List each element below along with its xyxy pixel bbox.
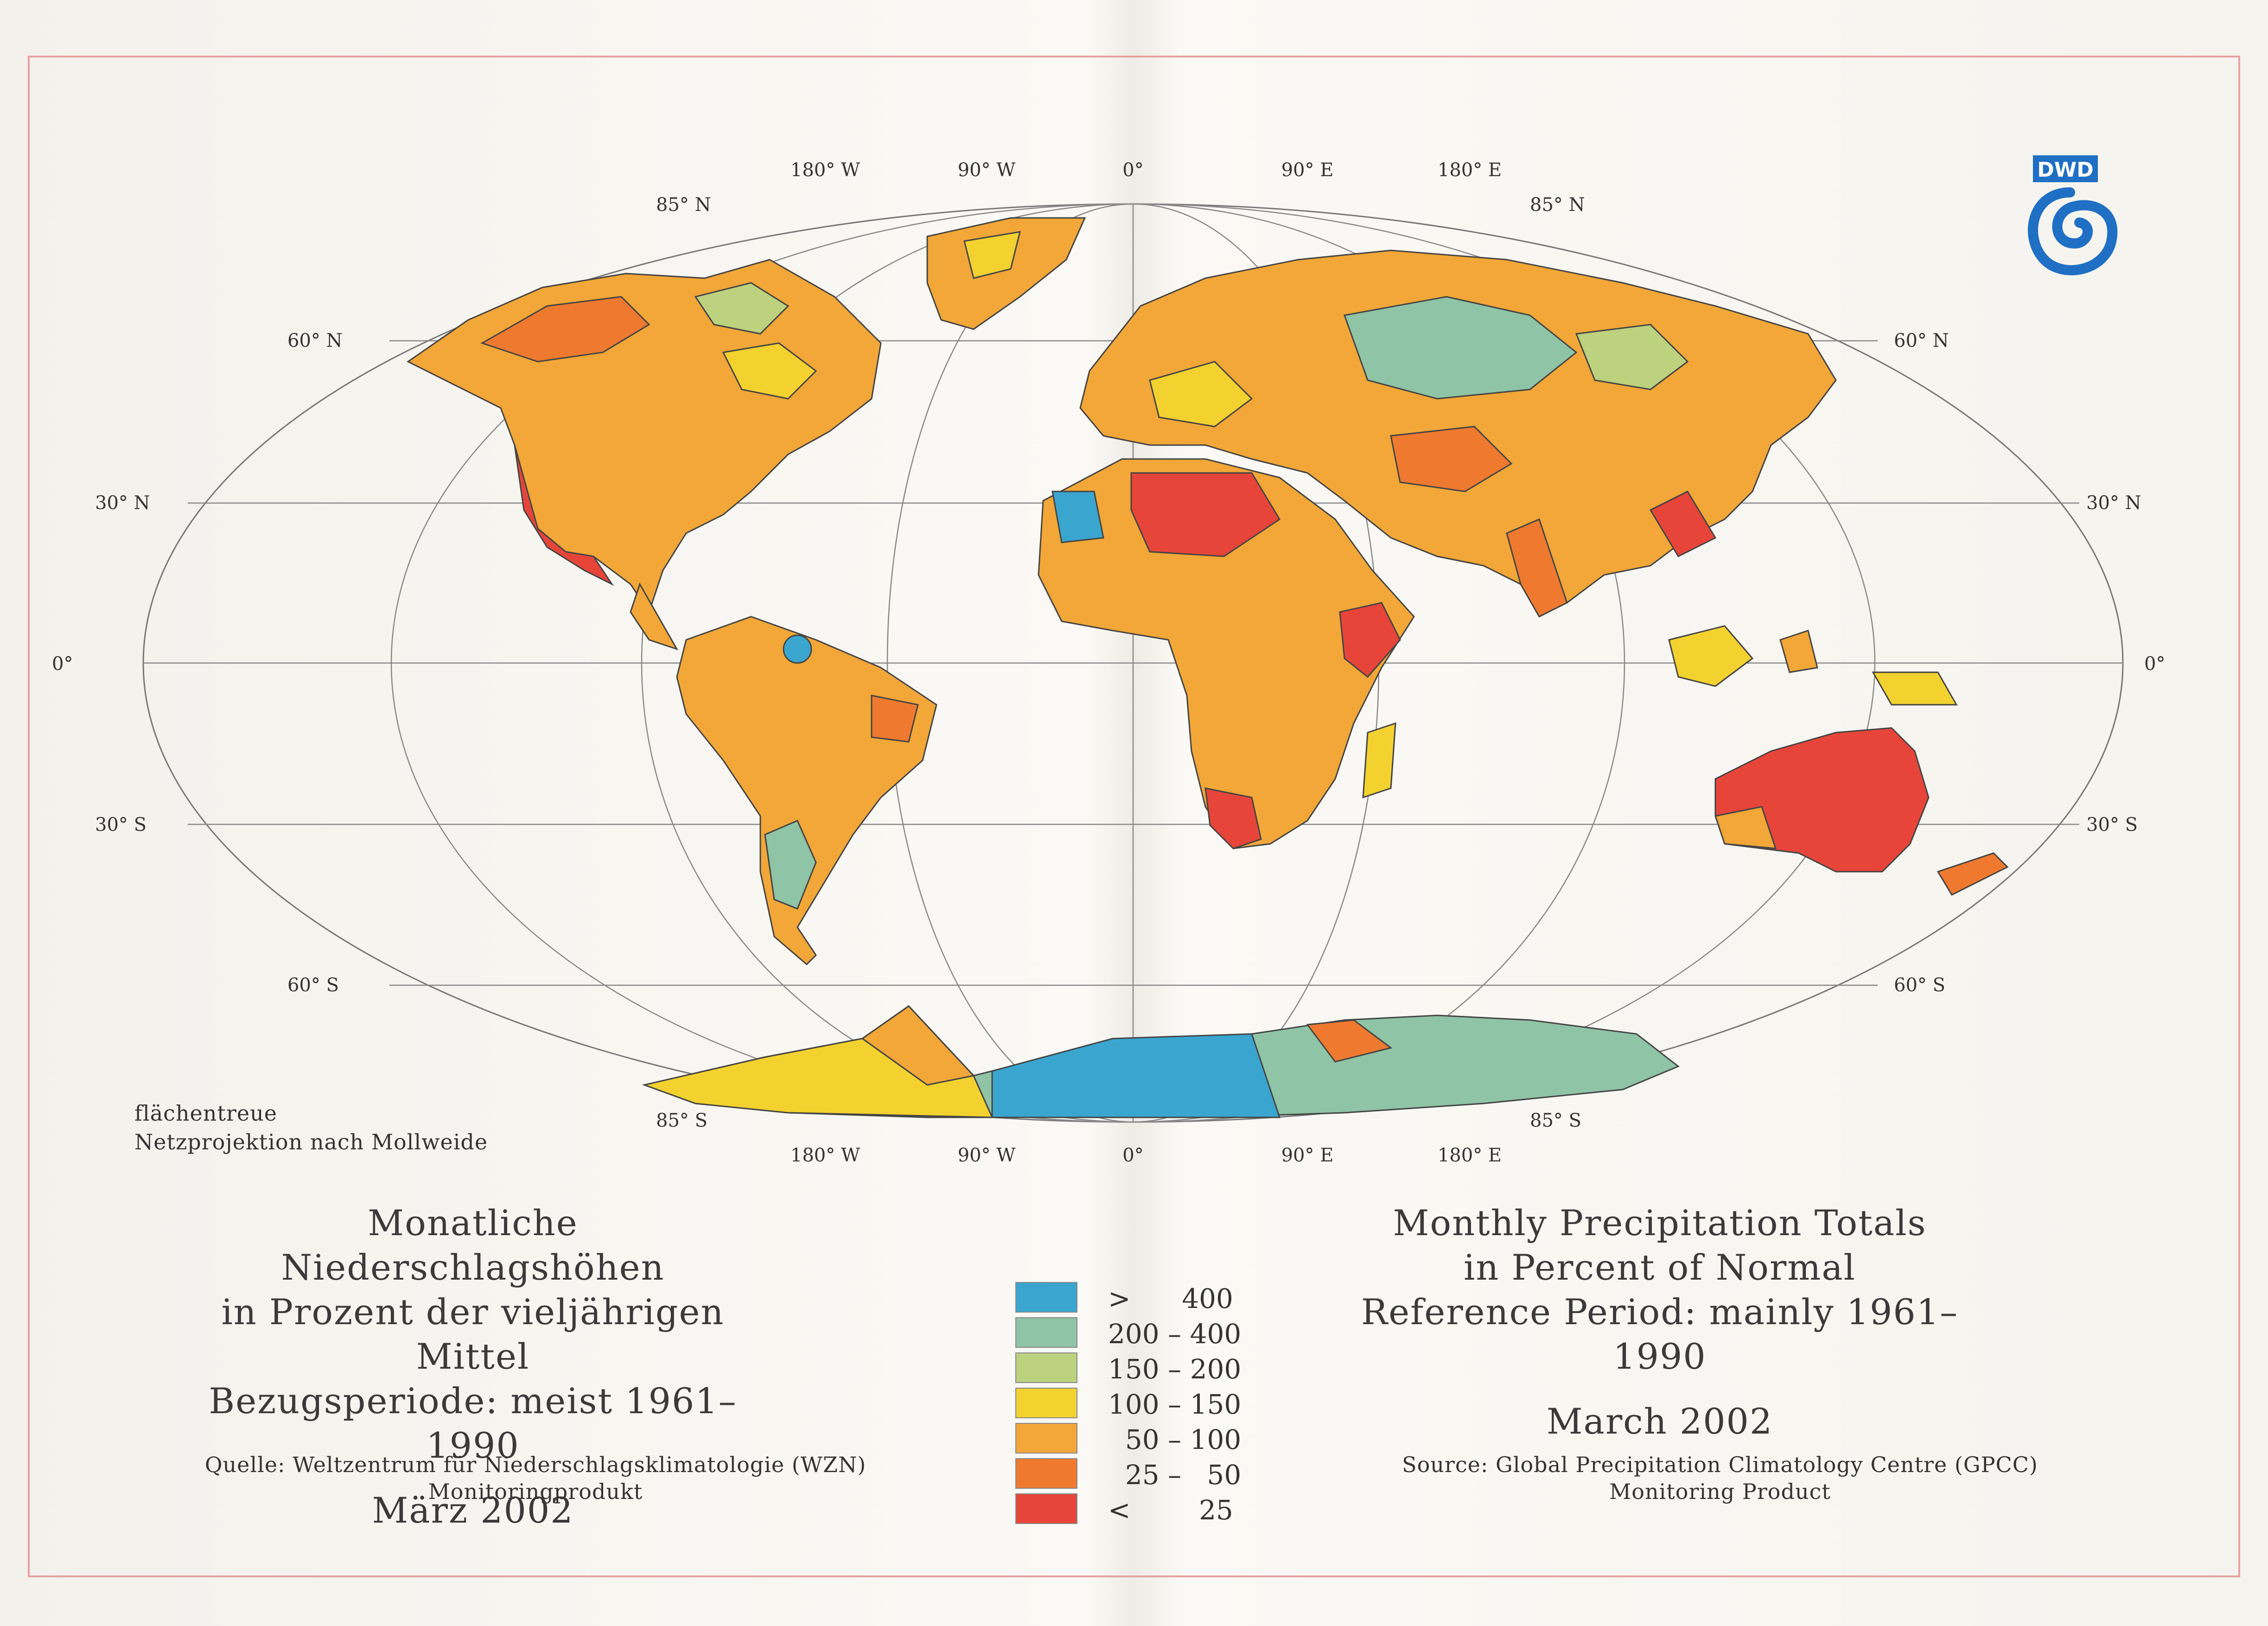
projection-note: flächentreue Netzprojektion nach Mollwei… [134,1099,488,1156]
dwd-logo: DWD [2028,155,2118,275]
title-en-line-1: Monthly Precipitation Totals [1393,1202,1927,1243]
legend-swatch [1015,1352,1077,1383]
legend-row: 150 – 200 [1015,1352,1275,1385]
lon-label-bottom-90e: 90° E [1281,1145,1334,1166]
source-german: Quelle: Weltzentrum für Niederschlagskli… [153,1451,918,1505]
legend-swatch [1015,1493,1077,1524]
legend-row: 100 – 150 [1015,1388,1275,1420]
continent-greenland [926,217,1086,330]
legend-label: 25 – 50 [1108,1459,1242,1491]
lat-label-right-60n: 60° N [1894,330,1949,351]
lat-label-left-eq: 0° [52,653,73,675]
lat-label-left-60s: 60° S [287,975,339,996]
source-de-line-2: Monitoringprodukt [428,1479,643,1504]
legend-label: 200 – 400 [1108,1318,1242,1350]
legend-row: 200 – 400 [1015,1317,1275,1350]
lat-label-right-85n: 85° N [1530,194,1585,216]
source-en-line-2: Monitoring Product [1609,1479,1831,1504]
islands-southeast-asia [1668,625,1958,706]
legend-swatch [1015,1388,1077,1418]
lon-label-bottom-90w: 90° W [958,1145,1016,1166]
lon-label-top-180w: 180° W [790,159,860,181]
source-english: Source: Global Precipitation Climatology… [1326,1451,2114,1505]
legend-label: < 25 [1108,1494,1233,1526]
legend-swatch [1015,1317,1077,1348]
title-de-line-3: Bezugsperiode: meist 1961–1990 [209,1380,737,1466]
lon-label-top-90e: 90° E [1281,159,1334,181]
continent-south-america [676,616,937,966]
projection-note-line-1: flächentreue [134,1101,277,1126]
legend-swatch [1015,1423,1077,1454]
title-english: Monthly Precipitation Totals in Percent … [1317,1201,2003,1444]
title-de-line-2: in Prozent der vieljährigen Mittel [221,1291,725,1377]
title-en-line-3: Reference Period: mainly 1961–1990 [1361,1291,1959,1377]
legend-row: 50 – 100 [1015,1423,1275,1455]
lon-label-bottom-0: 0° [1122,1145,1143,1166]
continent-australia [1714,727,2009,896]
frame-border [28,56,2240,1577]
legend-row: < 25 [1015,1493,1275,1526]
lat-label-left-85n: 85° N [656,194,711,216]
lat-label-right-30n: 30° N [2086,492,2141,514]
lon-label-bottom-180e: 180° E [1438,1145,1502,1166]
logo-text: DWD [2037,158,2094,182]
lon-label-top-180e: 180° E [1438,159,1502,181]
lat-label-right-30s: 30° S [2086,814,2138,835]
source-de-line-1: Quelle: Weltzentrum für Niederschlagskli… [204,1452,866,1477]
title-de-line-1: Monatliche Niederschlagshöhen [281,1202,665,1288]
lat-label-left-60n: 60° N [287,330,343,351]
title-de-month: März 2002 [372,1490,574,1531]
legend-swatch [1015,1282,1077,1313]
source-en-line-1: Source: Global Precipitation Climatology… [1402,1452,2038,1477]
lat-label-left-30s: 30° S [95,814,147,835]
lon-label-top-90w: 90° W [958,159,1016,181]
legend-label: > 400 [1108,1283,1233,1314]
lat-label-left-85s: 85° S [656,1110,707,1131]
continent-antarctica [642,1005,1680,1118]
continent-north-america [407,259,882,650]
lat-label-right-85s: 85° S [1530,1110,1581,1131]
lat-label-right-eq: 0° [2144,653,2165,675]
legend-row: 25 – 50 [1015,1458,1275,1491]
lat-label-left-30n: 30° N [95,492,150,514]
lon-label-top-0: 0° [1122,159,1143,181]
lon-label-bottom-180w: 180° W [790,1145,860,1166]
legend-label: 50 – 100 [1108,1424,1242,1455]
legend-swatch [1015,1458,1077,1489]
legend-label: 150 – 200 [1108,1353,1242,1385]
title-german: Monatliche Niederschlagshöhen in Prozent… [172,1201,774,1533]
projection-note-line-2: Netzprojektion nach Mollweide [134,1129,488,1154]
continent-eurasia [1079,249,1837,618]
lat-label-right-60s: 60° S [1894,975,1945,996]
continent-africa [1038,458,1415,849]
title-en-line-2: in Percent of Normal [1464,1247,1856,1288]
title-en-month: March 2002 [1546,1401,1773,1442]
legend-label: 100 – 150 [1108,1389,1242,1420]
legend-row: > 400 [1015,1282,1275,1314]
